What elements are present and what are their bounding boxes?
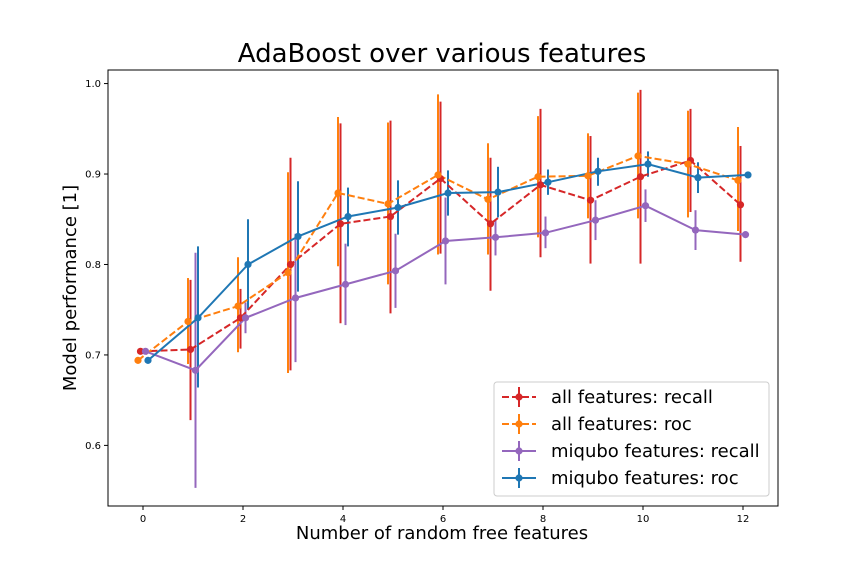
legend-item: miqubo features: recall (502, 441, 760, 462)
data-point (484, 195, 492, 203)
y-tick-label: 0.8 (85, 260, 101, 271)
x-tick-label: 0 (140, 514, 146, 525)
legend-marker (515, 393, 523, 401)
data-point (444, 189, 452, 197)
legend-label: miqubo features: recall (551, 441, 760, 462)
data-point (341, 280, 350, 288)
data-point (684, 160, 692, 168)
data-point (741, 231, 750, 239)
data-point (734, 176, 742, 184)
data-point (194, 314, 202, 322)
data-point (636, 173, 645, 181)
data-point (244, 260, 252, 269)
data-point (136, 347, 145, 355)
data-point (641, 202, 650, 210)
y-tick-label: 0.7 (85, 350, 101, 361)
data-point (236, 314, 245, 322)
legend-box (493, 381, 770, 497)
data-point (191, 366, 200, 374)
data-point (134, 356, 142, 364)
data-point (334, 189, 342, 197)
data-point (736, 201, 745, 209)
data-point (441, 237, 450, 245)
x-tick-label: 4 (340, 514, 346, 525)
legend-marker (515, 420, 523, 428)
data-point (591, 216, 600, 224)
data-point (186, 345, 195, 354)
data-point (536, 181, 545, 189)
data-point (336, 220, 345, 228)
data-point (744, 171, 752, 179)
x-tick-label: 2 (240, 514, 246, 525)
legend-item: all features: roc (502, 414, 692, 435)
data-point (494, 188, 502, 196)
data-point (586, 196, 595, 204)
series-points (134, 152, 752, 374)
legend-label: all features: recall (551, 387, 713, 408)
data-point (544, 178, 552, 186)
x-axis-ticks: 0 2 4 6 8 10 12 (140, 506, 750, 525)
data-point (291, 294, 300, 302)
data-point (284, 269, 292, 277)
data-point (241, 314, 250, 322)
x-tick-label: 8 (540, 514, 546, 525)
data-point (286, 260, 295, 269)
data-point (584, 172, 592, 180)
legend: all features: recall all features: roc miq… (493, 381, 770, 497)
y-tick-label: 1.0 (85, 79, 101, 90)
x-tick-label: 6 (440, 514, 446, 525)
y-tick-label: 0.6 (85, 441, 101, 452)
y-tick-label: 0.9 (85, 170, 101, 181)
data-point (391, 267, 400, 275)
data-point (491, 233, 500, 241)
data-point (644, 160, 652, 168)
data-point (294, 232, 302, 241)
legend-item: all features: recall (502, 387, 713, 408)
legend-item: miqubo features: roc (502, 468, 739, 489)
chart-title: AdaBoost over various features (238, 39, 647, 69)
data-point (386, 212, 395, 221)
data-point (594, 167, 602, 175)
legend-marker (515, 474, 523, 482)
data-point (234, 302, 242, 310)
data-point (384, 200, 392, 208)
data-point (434, 171, 442, 179)
data-point (534, 173, 542, 181)
data-point (144, 356, 152, 364)
data-point (634, 152, 642, 160)
data-point (694, 174, 702, 182)
legend-label: all features: roc (551, 414, 692, 435)
legend-marker (515, 447, 523, 455)
y-axis-label: Model performance [1] (60, 185, 81, 391)
legend-label: miqubo features: roc (551, 468, 739, 489)
y-axis-ticks: 0.6 0.7 0.8 0.9 1.0 (85, 79, 108, 452)
data-point (394, 203, 402, 212)
data-point (184, 317, 192, 326)
x-axis-label: Number of random free features (296, 523, 588, 544)
x-tick-label: 10 (637, 514, 650, 525)
data-point (541, 229, 550, 237)
data-point (691, 226, 700, 234)
x-tick-label: 12 (737, 514, 750, 525)
data-point (141, 347, 150, 355)
data-point (344, 212, 352, 221)
data-point (486, 220, 495, 228)
